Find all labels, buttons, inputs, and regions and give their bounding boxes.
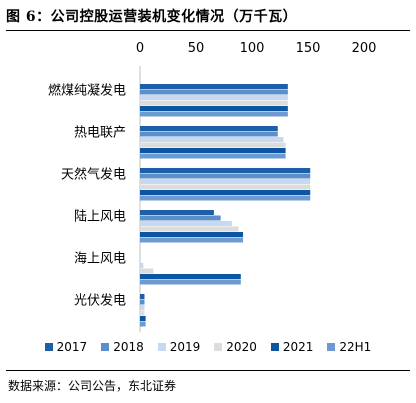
bar (140, 294, 145, 299)
x-tick-label: 50 (188, 41, 205, 56)
category-label: 光伏发电 (74, 293, 126, 309)
legend-item: 2019 (157, 340, 201, 354)
bar (140, 126, 278, 131)
bar (140, 179, 311, 184)
category-label: 海上风电 (74, 252, 126, 267)
bar (140, 310, 145, 316)
source-note: 数据来源：公司公告，东北证券 (8, 379, 177, 393)
category-label: 热电联产 (74, 126, 126, 141)
bar (140, 89, 288, 95)
bar (140, 316, 146, 321)
bar (140, 232, 244, 237)
legend-item: 2017 (44, 340, 88, 354)
x-tick-label: 150 (296, 41, 321, 56)
legend-label: 2017 (56, 340, 88, 354)
bar (140, 142, 286, 148)
legend-label: 2020 (226, 340, 257, 354)
legend-swatch (101, 343, 110, 351)
x-tick-label: 0 (136, 41, 144, 56)
legend-swatch (214, 343, 223, 351)
x-tick-label: 200 (352, 41, 377, 56)
category-label: 天然气发电 (61, 167, 126, 183)
bar (140, 305, 145, 310)
legend-item: 22H1 (327, 340, 371, 354)
bar (140, 279, 241, 285)
bar (140, 173, 311, 179)
legend-item: 2018 (101, 340, 144, 354)
bar (140, 237, 244, 243)
category-label: 燃煤纯凝发电 (48, 83, 126, 99)
bar (140, 221, 232, 226)
title-rule (6, 30, 410, 31)
legend-item: 2021 (270, 340, 314, 354)
bar (140, 100, 288, 106)
bar (140, 321, 146, 327)
bar (140, 153, 286, 159)
bar (140, 268, 154, 274)
legend-label: 2019 (169, 340, 201, 354)
bar (140, 95, 288, 100)
bar (140, 210, 214, 215)
chart-legend: 2017 2018 2019 2020 2021 22H1 (0, 340, 416, 354)
bar (140, 168, 311, 173)
legend-swatch (270, 343, 279, 351)
bar (140, 299, 145, 305)
bar (140, 106, 288, 111)
chart-title: 图 6：公司控股运营装机变化情况（万千瓦） (6, 9, 298, 25)
x-tick-label: 100 (240, 41, 265, 56)
legend-label: 22H1 (339, 340, 372, 354)
legend-item: 2020 (214, 340, 257, 354)
bar (140, 184, 311, 190)
source-rule (6, 370, 410, 371)
legend-swatch (44, 343, 53, 351)
legend-label: 2021 (282, 340, 314, 354)
legend-swatch (327, 343, 336, 351)
bar (140, 195, 311, 201)
bar (140, 190, 311, 195)
bar (140, 148, 286, 153)
bar (140, 111, 288, 117)
bar (140, 84, 288, 89)
legend-label: 2018 (113, 340, 144, 354)
legend-swatch (157, 343, 166, 351)
bar (140, 215, 221, 221)
bar (140, 226, 239, 232)
bar (140, 263, 144, 268)
bar (140, 137, 284, 142)
bar (140, 131, 278, 137)
category-label: 陆上风电 (74, 209, 126, 225)
bar (140, 274, 241, 279)
